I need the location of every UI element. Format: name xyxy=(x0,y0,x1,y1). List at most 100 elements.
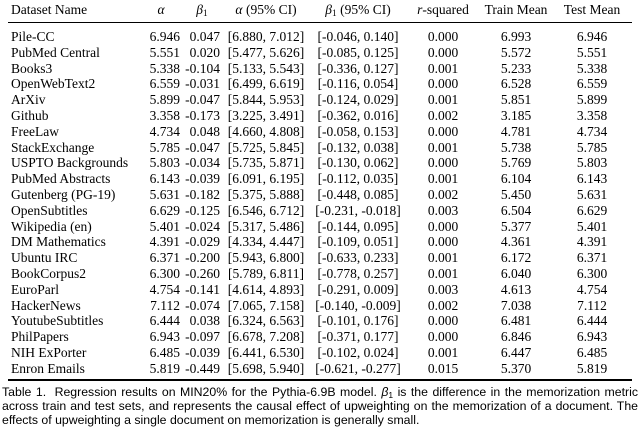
cell-beta1_ci: [-0.362, 0.016] xyxy=(317,107,399,123)
cell-alpha_ci: [6.678, 7.208] xyxy=(227,329,305,345)
table-row: Github 3.358 -0.173 [3.225, 3.491] [-0.362, … xyxy=(8,108,632,124)
cell-train_mean: 6.104 xyxy=(500,171,532,187)
header-train-mean: Train Mean xyxy=(480,0,552,23)
cell-r_squared: 0.001 xyxy=(427,344,459,360)
cell-alpha: 6.371 xyxy=(149,250,180,266)
cell-alpha: 6.143 xyxy=(149,171,180,187)
cell-beta1_ci: [-0.102, 0.024] xyxy=(317,344,399,360)
cell-beta1: -0.449 xyxy=(185,360,220,376)
cell-r_squared: 0.000 xyxy=(427,234,459,250)
cell-beta1: -0.074 xyxy=(185,297,220,313)
cell-name: FreeLaw xyxy=(11,123,59,139)
table-body: Pile-CC 6.946 0.047 [6.880, 7.012] [-0.046, … xyxy=(8,23,632,380)
cell-r_squared: 0.001 xyxy=(427,250,459,266)
cell-alpha_ci: [5.735, 5.871] xyxy=(227,155,305,171)
cell-train_mean: 5.769 xyxy=(500,155,532,171)
table-row: EuroParl 4.754 -0.141 [4.614, 4.893] [-0.291… xyxy=(8,282,632,298)
cell-beta1_ci: [-0.291, 0.009] xyxy=(317,281,399,297)
cell-beta1: -0.104 xyxy=(185,60,220,76)
cell-alpha: 6.559 xyxy=(149,76,180,92)
cell-test_mean: 6.629 xyxy=(576,202,608,218)
header-dataset-name: Dataset Name xyxy=(8,0,140,23)
cell-train_mean: 4.613 xyxy=(500,281,532,297)
cell-alpha: 5.631 xyxy=(149,186,180,202)
cell-train_mean: 6.447 xyxy=(500,344,532,360)
cell-train_mean: 5.738 xyxy=(500,139,532,155)
cell-alpha_ci: [5.375, 5.888] xyxy=(227,186,305,202)
table-row: Wikipedia (en) 5.401 -0.024 [5.317, 5.486] [… xyxy=(8,219,632,235)
cell-beta1_ci: [-0.116, 0.054] xyxy=(317,76,399,92)
cell-test_mean: 5.338 xyxy=(576,60,608,76)
cell-beta1_ci: [-0.144, 0.095] xyxy=(317,218,399,234)
cell-train_mean: 4.361 xyxy=(500,234,532,250)
table-row: Enron Emails 5.819 -0.449 [5.698, 5.940] [-0… xyxy=(8,361,632,380)
table-row: Ubuntu IRC 6.371 -0.200 [5.943, 6.800] [-0.6… xyxy=(8,250,632,266)
cell-r_squared: 0.003 xyxy=(427,202,459,218)
cell-test_mean: 4.734 xyxy=(576,123,608,139)
table-row: StackExchange 5.785 -0.047 [5.725, 5.845] [-… xyxy=(8,140,632,156)
cell-alpha_ci: [6.441, 6.530] xyxy=(227,344,305,360)
header-beta1-ci: β1 (95% CI) xyxy=(310,0,406,23)
cell-train_mean: 6.504 xyxy=(500,202,532,218)
cell-alpha: 6.485 xyxy=(149,344,180,360)
cell-name: PubMed Abstracts xyxy=(11,171,111,187)
cell-train_mean: 6.528 xyxy=(500,76,532,92)
cell-train_mean: 6.040 xyxy=(500,265,532,281)
cell-test_mean: 5.401 xyxy=(576,218,608,234)
header-r-squared: r-squared xyxy=(406,0,480,23)
cell-name: Wikipedia (en) xyxy=(11,218,92,234)
cell-train_mean: 5.450 xyxy=(500,186,532,202)
cell-alpha: 6.629 xyxy=(149,202,180,218)
cell-beta1: -0.029 xyxy=(185,234,220,250)
cell-alpha: 6.300 xyxy=(149,265,180,281)
cell-train_mean: 5.370 xyxy=(500,360,532,376)
cell-beta1_ci: [-0.140, -0.009] xyxy=(315,297,401,313)
cell-test_mean: 4.754 xyxy=(576,281,608,297)
cell-test_mean: 6.300 xyxy=(576,265,608,281)
cell-alpha_ci: [4.334, 4.447] xyxy=(227,234,305,250)
cell-test_mean: 6.143 xyxy=(576,171,608,187)
table-row: FreeLaw 4.734 0.048 [4.660, 4.808] [-0.058, … xyxy=(8,124,632,140)
cell-name: Ubuntu IRC xyxy=(11,250,78,266)
cell-train_mean: 5.572 xyxy=(500,44,532,60)
table-row: OpenWebText2 6.559 -0.031 [6.499, 6.619] [-0… xyxy=(8,76,632,92)
table-row: NIH ExPorter 6.485 -0.039 [6.441, 6.530] [-0… xyxy=(8,345,632,361)
cell-test_mean: 4.391 xyxy=(576,234,608,250)
cell-train_mean: 6.481 xyxy=(500,313,532,329)
table-row: HackerNews 7.112 -0.074 [7.065, 7.158] [-0.1… xyxy=(8,298,632,314)
cell-alpha_ci: [6.546, 6.712] xyxy=(227,202,305,218)
cell-name: Books3 xyxy=(11,60,53,76)
cell-r_squared: 0.001 xyxy=(427,92,459,108)
cell-train_mean: 6.846 xyxy=(500,329,532,345)
cell-alpha: 4.391 xyxy=(149,234,180,250)
cell-test_mean: 7.112 xyxy=(577,297,607,313)
cell-beta1_ci: [-0.112, 0.035] xyxy=(317,171,399,187)
cell-train_mean: 7.038 xyxy=(500,297,532,313)
cell-beta1_ci: [-0.130, 0.062] xyxy=(317,155,399,171)
cell-r_squared: 0.000 xyxy=(427,329,459,345)
cell-name: Gutenberg (PG-19) xyxy=(11,186,116,202)
cell-alpha: 7.112 xyxy=(150,297,180,313)
cell-r_squared: 0.002 xyxy=(427,107,459,123)
cell-alpha_ci: [5.725, 5.845] xyxy=(227,139,305,155)
cell-alpha_ci: [6.324, 6.563] xyxy=(227,313,305,329)
cell-r_squared: 0.003 xyxy=(427,281,459,297)
cell-test_mean: 6.485 xyxy=(576,344,608,360)
cell-name: Pile-CC xyxy=(11,29,55,44)
cell-train_mean: 4.781 xyxy=(500,123,532,139)
cell-r_squared: 0.001 xyxy=(427,171,459,187)
cell-alpha_ci: [5.943, 6.800] xyxy=(227,250,305,266)
cell-test_mean: 6.943 xyxy=(576,329,608,345)
cell-alpha_ci: [5.317, 5.486] xyxy=(227,218,305,234)
cell-beta1_ci: [-0.124, 0.029] xyxy=(317,92,399,108)
cell-train_mean: 5.377 xyxy=(500,218,532,234)
cell-beta1: -0.097 xyxy=(185,329,220,345)
cell-r_squared: 0.001 xyxy=(427,265,459,281)
cell-train_mean: 6.993 xyxy=(500,29,532,44)
cell-name: USPTO Backgrounds xyxy=(11,155,129,171)
cell-name: OpenSubtitles xyxy=(11,202,88,218)
cell-beta1_ci: [-0.371, 0.177] xyxy=(317,329,399,345)
cell-beta1: -0.024 xyxy=(185,218,220,234)
cell-alpha: 5.551 xyxy=(149,44,180,60)
cell-beta1_ci: [-0.778, 0.257] xyxy=(317,265,399,281)
